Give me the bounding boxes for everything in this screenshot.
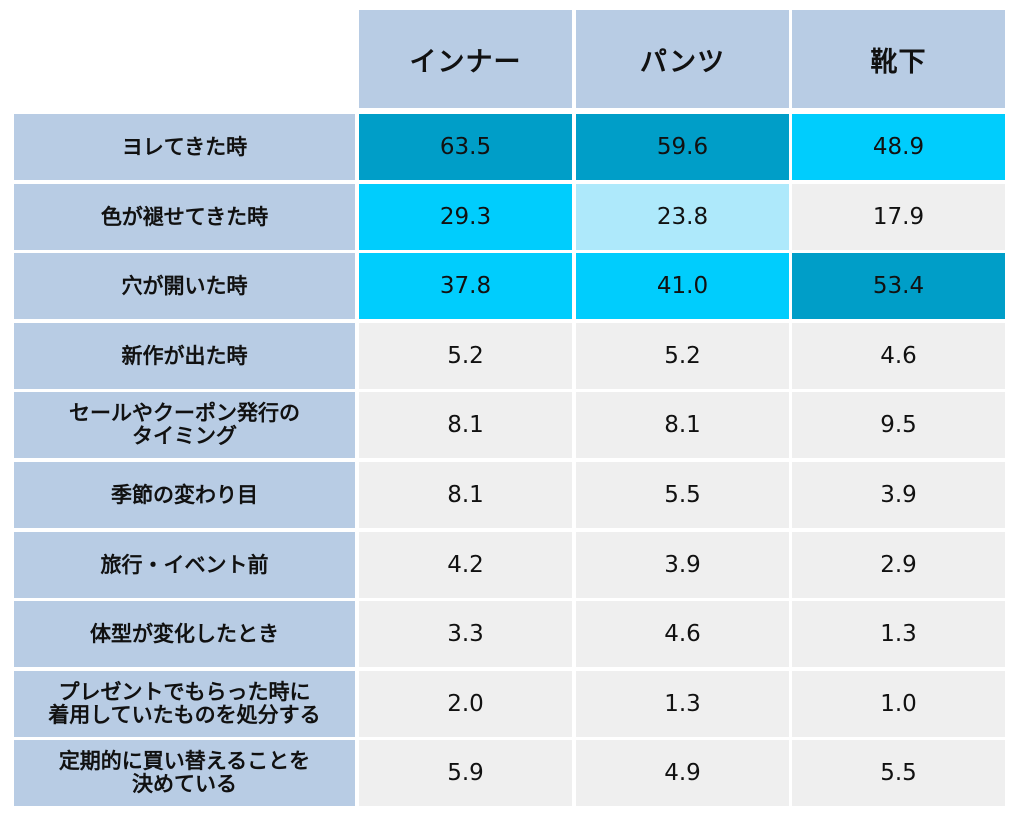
row-header: 色が褪せてきた時	[14, 184, 355, 250]
row-header: ヨレてきた時	[14, 114, 355, 180]
value-cell: 1.0	[792, 671, 1005, 737]
value-cell: 23.8	[576, 184, 789, 250]
column-header: 靴下	[792, 10, 1005, 108]
value-cell: 8.1	[576, 392, 789, 458]
value-cell: 4.6	[792, 323, 1005, 389]
value-cell: 4.2	[359, 532, 572, 598]
row-header: 新作が出た時	[14, 323, 355, 389]
row-header: 穴が開いた時	[14, 253, 355, 319]
value-cell: 4.9	[576, 740, 789, 806]
row-header: 季節の変わり目	[14, 462, 355, 528]
value-cell: 1.3	[792, 601, 1005, 667]
row-header: 定期的に買い替えることを 決めている	[14, 740, 355, 806]
value-cell: 5.9	[359, 740, 572, 806]
value-cell: 1.3	[576, 671, 789, 737]
value-cell: 4.6	[576, 601, 789, 667]
value-cell: 5.2	[359, 323, 572, 389]
value-cell: 3.3	[359, 601, 572, 667]
value-cell: 5.5	[792, 740, 1005, 806]
value-cell: 8.1	[359, 392, 572, 458]
row-header: プレゼントでもらった時に 着用していたものを処分する	[14, 671, 355, 737]
value-cell: 48.9	[792, 114, 1005, 180]
value-cell: 37.8	[359, 253, 572, 319]
value-cell: 5.2	[576, 323, 789, 389]
column-header: インナー	[359, 10, 572, 108]
value-cell: 9.5	[792, 392, 1005, 458]
value-cell: 2.9	[792, 532, 1005, 598]
value-cell: 2.0	[359, 671, 572, 737]
value-cell: 41.0	[576, 253, 789, 319]
value-cell: 29.3	[359, 184, 572, 250]
value-cell: 53.4	[792, 253, 1005, 319]
row-header: セールやクーポン発行の タイミング	[14, 392, 355, 458]
value-cell: 63.5	[359, 114, 572, 180]
column-header: パンツ	[576, 10, 789, 108]
value-cell: 5.5	[576, 462, 789, 528]
value-cell: 59.6	[576, 114, 789, 180]
value-cell: 3.9	[576, 532, 789, 598]
value-cell: 3.9	[792, 462, 1005, 528]
value-cell: 8.1	[359, 462, 572, 528]
row-header: 体型が変化したとき	[14, 601, 355, 667]
row-header: 旅行・イベント前	[14, 532, 355, 598]
value-cell: 17.9	[792, 184, 1005, 250]
